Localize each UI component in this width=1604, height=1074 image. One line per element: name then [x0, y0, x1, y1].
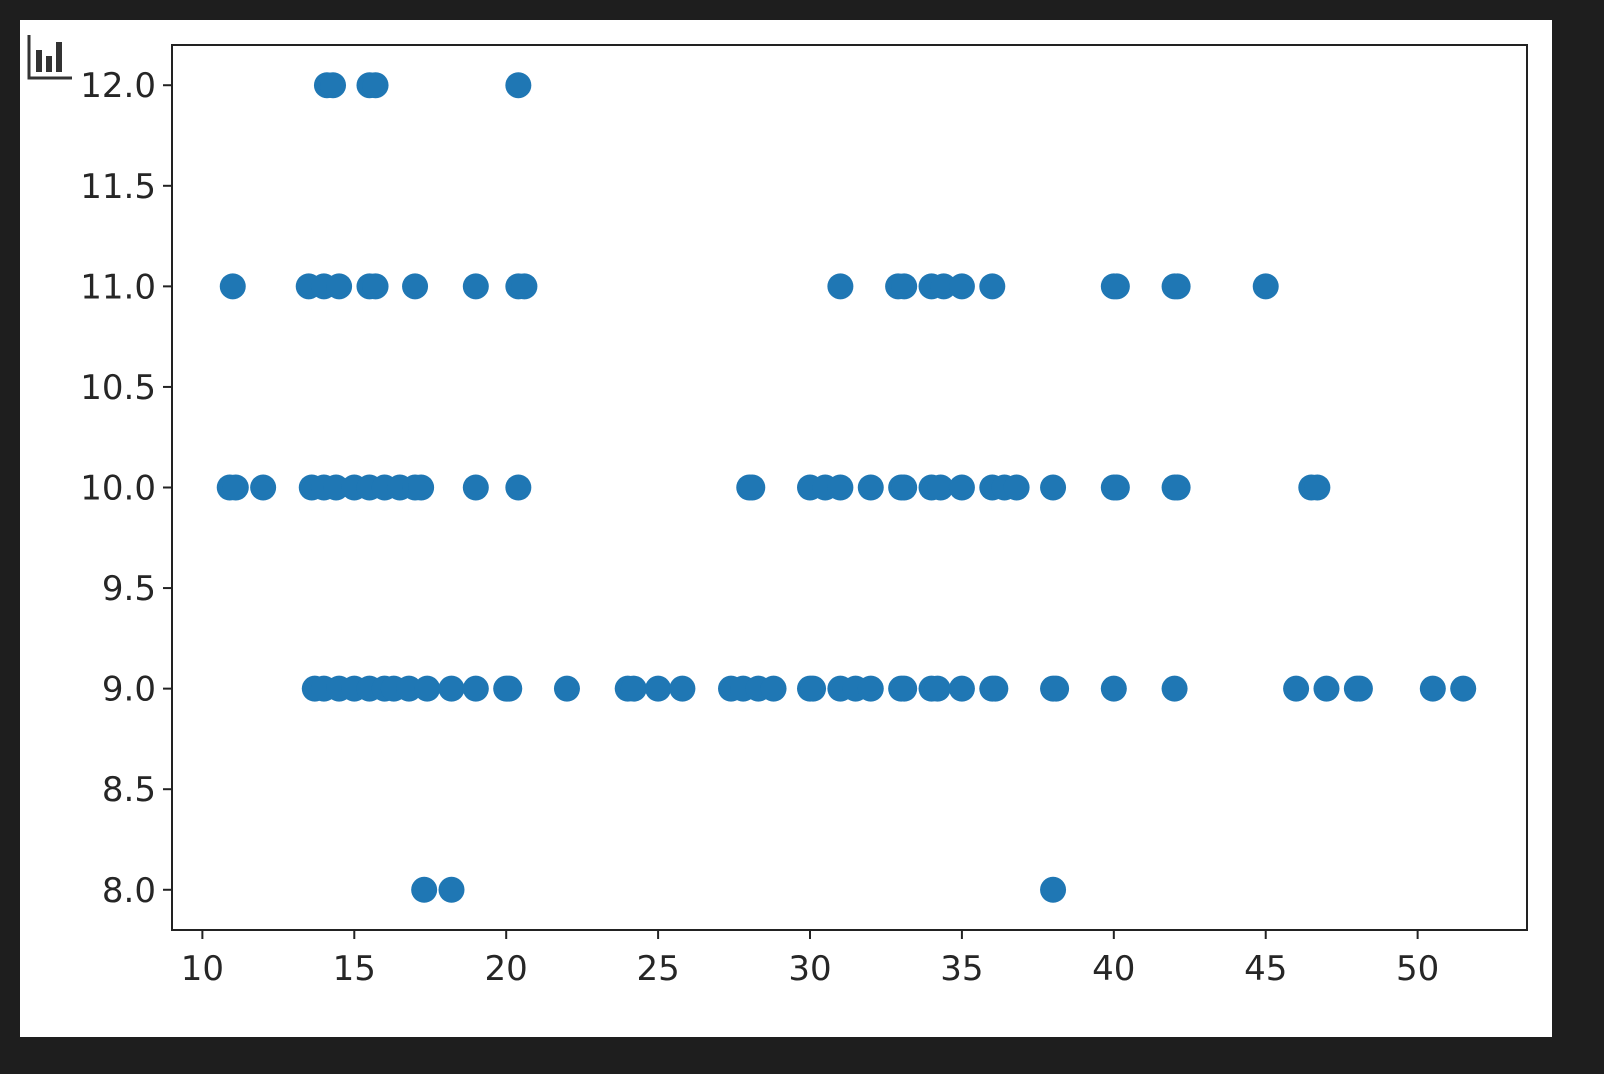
data-point: [402, 273, 429, 300]
data-point: [1164, 474, 1191, 501]
data-point: [1003, 474, 1030, 501]
data-point: [505, 72, 532, 99]
data-point: [827, 273, 854, 300]
data-point: [857, 675, 884, 702]
figure-canvas: 10 15 20 25 30 35 40 45 50 8.0 8.5 9.0 9.5 10.0 10.5 11…: [20, 20, 1552, 1037]
data-point: [1164, 273, 1191, 300]
y-tick-label: 11.0: [80, 267, 156, 307]
data-point: [462, 273, 489, 300]
data-point: [1040, 876, 1067, 903]
y-tick-label: 10.0: [80, 469, 156, 509]
data-point: [395, 675, 422, 702]
data-point: [891, 273, 918, 300]
data-point: [948, 474, 975, 501]
data-point: [362, 273, 389, 300]
y-tick-label: 8.0: [102, 871, 156, 911]
data-point: [669, 675, 696, 702]
data-point: [827, 474, 854, 501]
scatter-chart: 10 15 20 25 30 35 40 45 50 8.0 8.5 9.0 9.5 10.0 10.5 11…: [80, 44, 1528, 989]
data-point: [462, 675, 489, 702]
bar-chart-icon[interactable]: [26, 32, 76, 82]
y-tick-label: 9.5: [102, 569, 156, 609]
data-point: [1313, 675, 1340, 702]
data-point: [1346, 675, 1373, 702]
data-point: [1304, 474, 1331, 501]
x-tick-label: 15: [333, 949, 376, 989]
data-point: [924, 675, 951, 702]
data-point: [857, 474, 884, 501]
data-point: [250, 474, 277, 501]
data-point: [1100, 675, 1127, 702]
data-point: [553, 675, 580, 702]
data-point: [891, 474, 918, 501]
x-tick-label: 50: [1396, 949, 1439, 989]
data-point: [1283, 675, 1310, 702]
data-point: [1040, 474, 1067, 501]
y-tick-label: 8.5: [102, 770, 156, 810]
data-point: [414, 675, 441, 702]
x-tick-label: 40: [1092, 949, 1135, 989]
x-tick-label: 30: [788, 949, 831, 989]
data-point: [362, 72, 389, 99]
data-point: [620, 675, 647, 702]
data-point: [408, 474, 435, 501]
data-point: [948, 273, 975, 300]
y-tick-label: 9.0: [102, 670, 156, 710]
data-point: [1103, 273, 1130, 300]
data-point: [505, 474, 532, 501]
data-point: [927, 474, 954, 501]
data-point: [948, 675, 975, 702]
data-point: [462, 474, 489, 501]
data-point: [326, 273, 353, 300]
data-point: [760, 675, 787, 702]
data-point: [979, 273, 1006, 300]
data-point: [645, 675, 672, 702]
data-point: [511, 273, 538, 300]
data-point: [1450, 675, 1477, 702]
x-tick-label: 10: [181, 949, 224, 989]
y-tick-label: 11.5: [80, 167, 156, 207]
data-point: [1161, 675, 1188, 702]
data-point: [323, 474, 350, 501]
x-tick-label: 25: [636, 949, 679, 989]
data-point: [438, 675, 465, 702]
data-point: [411, 876, 438, 903]
data-point: [320, 72, 347, 99]
data-point: [1043, 675, 1070, 702]
data-point: [222, 474, 249, 501]
data-point: [1252, 273, 1279, 300]
y-tick-label: 12.0: [80, 66, 156, 106]
data-point: [930, 273, 957, 300]
x-tick-label: 35: [940, 949, 983, 989]
data-point: [496, 675, 523, 702]
data-point: [891, 675, 918, 702]
data-point: [1419, 675, 1446, 702]
data-point: [1103, 474, 1130, 501]
data-point: [438, 876, 465, 903]
data-point: [219, 273, 246, 300]
data-point: [800, 675, 827, 702]
data-point: [982, 675, 1009, 702]
x-tick-label: 45: [1244, 949, 1287, 989]
data-point: [739, 474, 766, 501]
y-tick-label: 10.5: [80, 368, 156, 408]
x-tick-label: 20: [485, 949, 528, 989]
